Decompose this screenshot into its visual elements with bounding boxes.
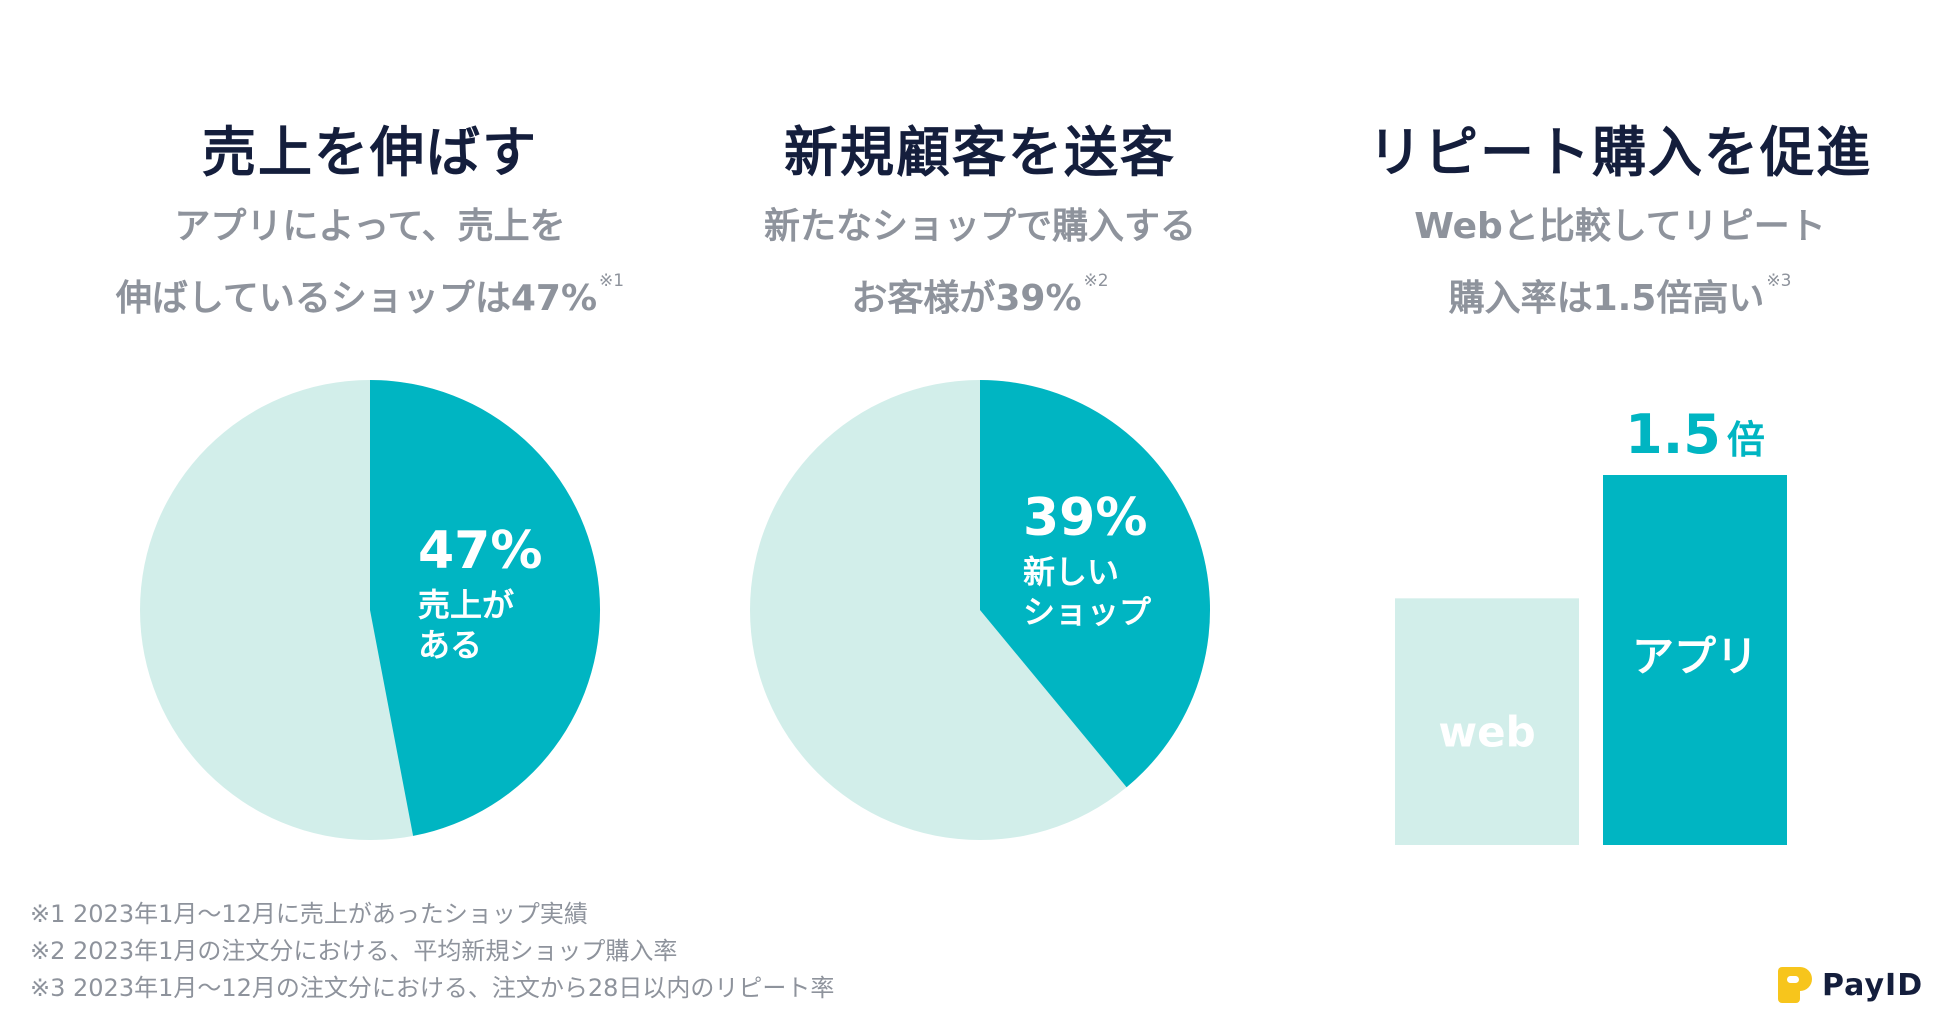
subheading-line-2-text: お客様が39% [851, 278, 1082, 319]
logo-text: PayID [1822, 967, 1924, 1003]
panel-subheading: アプリによって、売上を 伸ばしているショップは47% ※1 [40, 200, 700, 326]
footnote-mark: ※1 [599, 271, 625, 291]
subheading-line-2: お客様が39% ※2 [660, 254, 1300, 326]
subheading-line-2-text: 伸ばしているショップは47% [115, 278, 598, 319]
subheading-line-1: アプリによって、売上を [174, 206, 566, 247]
footnote-2: ※2 2023年1月の注文分における、平均新規ショップ購入率 [30, 937, 678, 965]
panel-heading: 新規顧客を送客 [784, 121, 1176, 184]
pie-slice-label-line-1: 売上が [418, 586, 514, 624]
payid-logo-icon [1778, 967, 1812, 1003]
pie-slice-label-line-1: 新しい [1023, 553, 1119, 591]
bar-data-label-value: 1.5 [1625, 403, 1721, 466]
subheading-line-1: Webと比較してリピート [1414, 206, 1826, 247]
bar-web [1395, 598, 1579, 845]
footnote-1: ※1 2023年1月〜12月に売上があったショップ実績 [30, 900, 588, 928]
pie-slice-label-line-2: ある [418, 626, 482, 664]
pie-slice-highlight [980, 380, 1211, 788]
subheading-line-2-text: 購入率は1.5倍高い [1448, 278, 1765, 319]
bar-data-label-unit: 倍 [1727, 418, 1765, 462]
panel-subheading: 新たなショップで購入する お客様が39% ※2 [660, 200, 1300, 326]
footnote-3: ※3 2023年1月〜12月の注文分における、注文から28日以内のリピート率 [30, 974, 835, 1002]
footnote-mark: ※3 [1766, 271, 1792, 291]
pie-slice-label-line-2: ショップ [1023, 593, 1152, 631]
panel-heading: リピート購入を促進 [1368, 121, 1872, 184]
pie-slice-highlight [370, 380, 601, 836]
pie-slice-value-label: 47% [418, 521, 542, 581]
bar-chart-repeat-rate: web アプリ 1.5 倍 [1395, 403, 1787, 845]
footnotes: ※1 2023年1月〜12月に売上があったショップ実績 ※2 2023年1月の注… [30, 896, 834, 1007]
bar-app [1603, 475, 1787, 845]
subheading-line-2: 購入率は1.5倍高い ※3 [1300, 254, 1940, 326]
bar-category-label-web: web [1438, 707, 1535, 756]
panel-subheading: Webと比較してリピート 購入率は1.5倍高い ※3 [1300, 200, 1940, 326]
payid-logo: PayID [1778, 965, 1923, 1005]
bar-data-label: 1.5 倍 [1625, 403, 1765, 466]
subheading-line-2: 伸ばしているショップは47% ※1 [40, 254, 700, 326]
subheading-line-1: 新たなショップで購入する [763, 206, 1196, 247]
panel-heading: 売上を伸ばす [202, 121, 538, 184]
footnote-mark: ※2 [1083, 271, 1109, 291]
pie-slice-value-label: 39% [1023, 488, 1147, 548]
bar-category-label-app: アプリ [1632, 632, 1758, 681]
